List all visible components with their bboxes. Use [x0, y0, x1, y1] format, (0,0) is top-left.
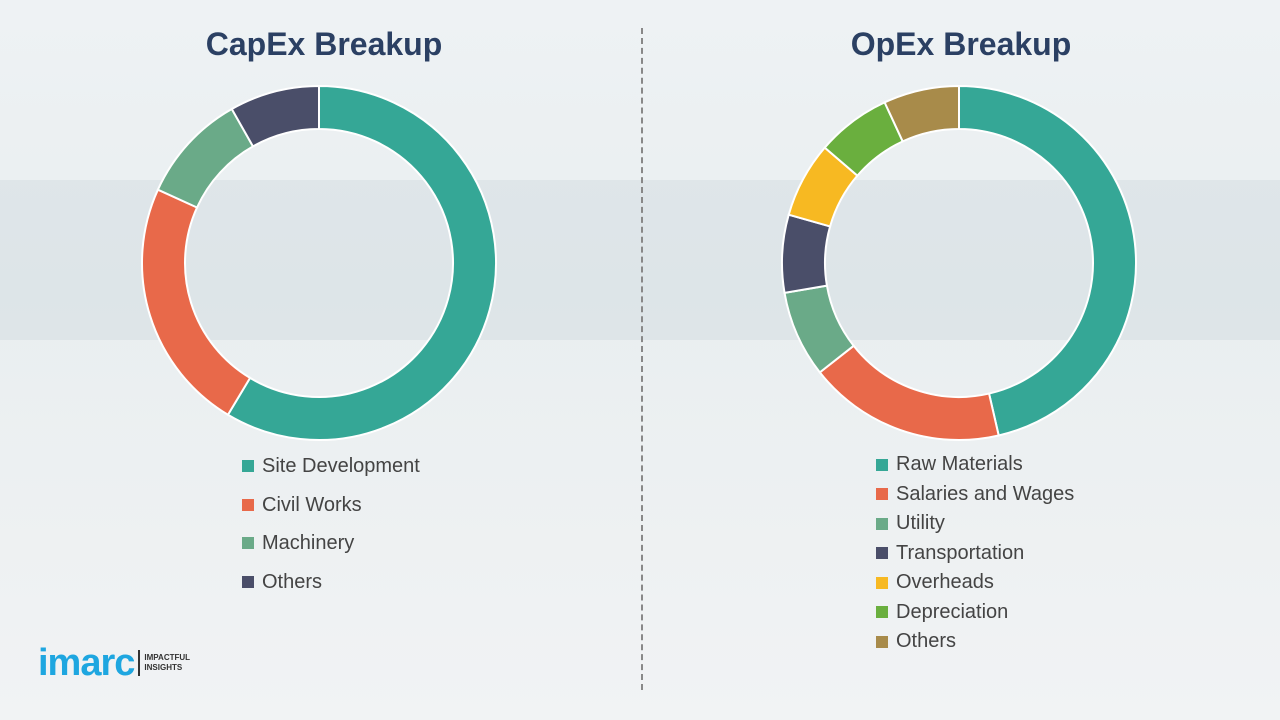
capex-legend: Site Development Civil Works Machinery Othe…: [242, 447, 420, 601]
slice-civil-works: [141, 188, 252, 417]
legend-swatch: [876, 635, 888, 648]
logo-word: imarc: [38, 642, 135, 684]
legend-label: Salaries and Wages: [896, 482, 1075, 505]
legend-item: Others: [876, 627, 1074, 657]
legend-item: Transportation: [876, 539, 1074, 569]
logo-tagline-1: IMPACTFUL: [144, 653, 191, 662]
logo-divider: [138, 650, 141, 676]
slice-machinery: [156, 107, 255, 209]
slice-others: [230, 84, 320, 148]
legend-label: Overheads: [896, 571, 994, 594]
legend-swatch: [242, 537, 254, 550]
legend-label: Others: [262, 570, 323, 593]
legend-label: Site Development: [262, 455, 420, 478]
legend-item: Depreciation: [876, 598, 1074, 628]
legend-item: Raw Materials: [876, 450, 1074, 480]
legend-swatch: [242, 460, 254, 473]
legend-item: Utility: [876, 509, 1074, 539]
legend-item: Machinery: [242, 524, 420, 563]
legend-item: Civil Works: [242, 486, 420, 525]
legend-swatch: [876, 517, 888, 530]
capex-title: CapEx Breakup: [205, 26, 443, 62]
logo-tagline: IMPACTFUL INSIGHTS: [144, 653, 190, 673]
legend-label: Utility: [896, 512, 945, 535]
background-band: [0, 180, 1280, 340]
legend-label: Others: [896, 630, 957, 653]
legend-label: Raw Materials: [896, 453, 1023, 476]
legend-label: Machinery: [262, 532, 355, 555]
slice-raw-materials: [958, 84, 1137, 437]
slice-others: [883, 84, 960, 143]
slice-transportation: [781, 213, 832, 295]
slice-site-development: [226, 84, 497, 441]
legend-item: Site Development: [242, 447, 420, 486]
opex-title: OpEx Breakup: [850, 26, 1072, 62]
legend-swatch: [876, 547, 888, 560]
logo-tagline-2: INSIGHTS: [144, 663, 183, 672]
divider: [641, 28, 643, 690]
legend-swatch: [242, 575, 254, 588]
legend-item: Overheads: [876, 568, 1074, 598]
legend-swatch: [876, 606, 888, 619]
legend-swatch: [876, 458, 888, 471]
legend-label: Civil Works: [262, 493, 362, 516]
opex-legend: Raw Materials Salaries and Wages Utility Tr…: [876, 450, 1074, 657]
legend-swatch: [242, 498, 254, 511]
legend-item: Salaries and Wages: [876, 480, 1074, 510]
slice-salaries-and-wages: [818, 344, 1000, 441]
imarc-logo: imarc IMPACTFUL INSIGHTS: [38, 644, 190, 682]
legend-item: Others: [242, 563, 420, 602]
legend-swatch: [876, 488, 888, 501]
legend-label: Transportation: [896, 541, 1025, 564]
legend-label: Depreciation: [896, 600, 1009, 623]
legend-swatch: [876, 576, 888, 589]
